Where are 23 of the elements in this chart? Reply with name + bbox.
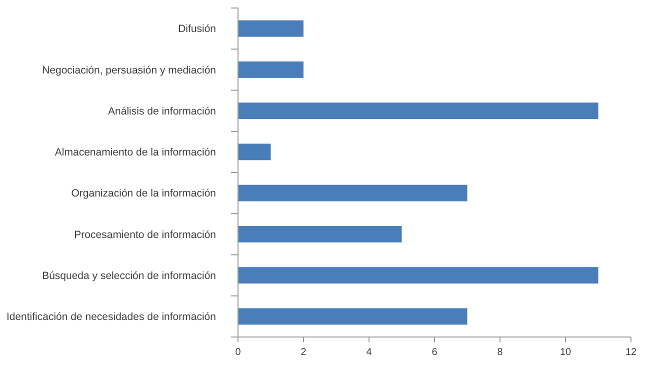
x-tick-label: 4 <box>366 347 372 358</box>
y-tick-label: Análisis de información <box>108 105 216 118</box>
bar <box>238 267 598 284</box>
x-tick-label: 12 <box>625 347 637 358</box>
y-tick-label: Negociación, persuasión y mediación <box>42 64 216 76</box>
bar <box>238 61 304 78</box>
y-tick-label: Organización de la información <box>71 188 216 200</box>
bar <box>238 102 598 120</box>
y-tick-label: Búsqueda y selección de información <box>42 270 216 282</box>
y-tick-label: Identificación de necesidades de información <box>6 311 216 324</box>
bar <box>238 308 468 325</box>
bar <box>238 184 468 202</box>
bar <box>238 226 402 242</box>
y-tick-label: Difusión <box>178 23 216 36</box>
x-tick-label: 8 <box>497 347 504 358</box>
bar <box>238 20 304 37</box>
bar <box>238 144 271 160</box>
y-tick-label: Procesamiento de información <box>74 228 216 241</box>
x-tick-label: 2 <box>300 347 307 358</box>
x-tick-label: 0 <box>235 347 242 358</box>
y-tick-label: Almacenamiento de la información <box>54 146 216 159</box>
x-tick-label: 10 <box>560 347 572 358</box>
x-tick-label: 6 <box>432 347 438 358</box>
